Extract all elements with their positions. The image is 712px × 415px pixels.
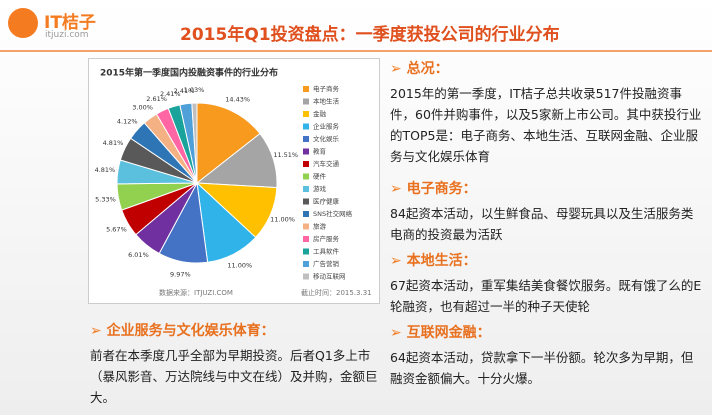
pie-slice: [191, 102, 198, 184]
section-heading: 电子商务：: [390, 178, 702, 198]
legend-label: 企业服务: [313, 122, 340, 131]
section: 总况： 2015年的第一季度，IT桔子总共收录517件投融资事件，60件并购事件，…: [390, 58, 702, 167]
slice-label: 2.41%: [174, 87, 195, 95]
section-text: 67起资本活动，重军集结美食餐饮服务。既有饿了么的E轮融资，也有超过一半的种子天…: [390, 278, 702, 314]
legend-label: 本地生活: [313, 97, 340, 106]
section: 互联网金融： 64起资本活动，贷款拿下一半份额。轮次多为早期，但融资金额偏大。十分…: [390, 322, 702, 389]
section: 企业服务与文化娱乐体育： 前者在本季度几乎全部为早期投资。后者Q1多上市（暴风影音…: [90, 320, 382, 408]
logo-icon: [8, 8, 38, 38]
legend-label: 教育: [313, 147, 327, 156]
legend-label: 金融: [313, 109, 327, 118]
legend-label: 电子商务: [313, 84, 340, 93]
legend-label: 文化娱乐: [313, 134, 340, 143]
legend-swatch: [303, 248, 309, 255]
legend-swatch: [303, 223, 309, 230]
legend-swatch: [303, 273, 309, 280]
legend-swatch: [303, 161, 309, 167]
slice-label: 11.00%: [227, 262, 252, 270]
legend-swatch: [303, 211, 309, 217]
legend-swatch: [303, 198, 309, 205]
slice-label: 4.81%: [103, 139, 124, 147]
legend-label: SNS社交网络: [313, 209, 353, 218]
legend-swatch: [303, 186, 309, 192]
section-text: 64起资本活动，贷款拿下一半份额。轮次多为早期，但融资金额偏大。十分火爆。: [390, 350, 694, 386]
source: 数据来源：ITJUZI.COM: [159, 288, 233, 297]
slice-label: 11.00%: [270, 215, 295, 223]
date: 截止时间：2015.3.31: [301, 288, 372, 297]
slice-label: 4.12%: [117, 118, 138, 126]
legend-swatch: [303, 261, 309, 267]
legend-swatch: [303, 123, 309, 130]
chart: 2015年第一季度国内投融资事件的行业分布 数据来源：ITJUZI.COM 截止…: [88, 58, 380, 304]
legend-swatch: [303, 98, 309, 105]
section-heading: 企业服务与文化娱乐体育：: [90, 320, 382, 340]
section-heading: 互联网金融：: [390, 322, 702, 342]
slice-label: 11.51%: [273, 151, 298, 159]
legend-swatch: [303, 86, 309, 92]
section: 电子商务： 84起资本活动，以生鲜食品、母婴玩具以及生活服务类电商的投资最为活跃: [390, 178, 702, 245]
legend-label: 广告营销: [313, 259, 340, 268]
legend-label: 工具软件: [313, 247, 340, 256]
slice-label: 1.03%: [184, 86, 205, 94]
pie-slice: [196, 102, 261, 185]
slice-label: 6.01%: [128, 251, 149, 259]
slice-label: 2.61%: [146, 95, 167, 103]
legend-label: 游戏: [313, 184, 327, 193]
slice-label: 9.97%: [170, 271, 191, 279]
slice-label: 5.33%: [95, 195, 116, 203]
legend-label: 医疗健康: [313, 197, 340, 206]
section-heading: 本地生活：: [390, 250, 702, 270]
logo: IT桔子: [44, 13, 96, 33]
legend-label: 移动互联网: [313, 272, 346, 281]
chart-title: 2015年第一季度国内投融资事件的行业分布: [100, 67, 278, 79]
legend-swatch: [303, 136, 309, 142]
slice-label: 4.81%: [95, 166, 116, 174]
section-text: 2015年的第一季度，IT桔子总共收录517件投融资事件，60件并购事件，以及5…: [390, 86, 702, 164]
legend-label: 旅游: [313, 222, 327, 231]
legend-swatch: [303, 148, 309, 155]
legend-swatch: [303, 236, 309, 242]
legend-label: 汽车交通: [313, 159, 340, 168]
logo-sub: itjuzi.com: [45, 30, 89, 40]
section-heading: 总况：: [390, 58, 702, 78]
section-text: 84起资本活动，以生鲜食品、母婴玩具以及生活服务类电商的投资最为活跃: [390, 206, 694, 242]
legend-label: 房产服务: [313, 234, 340, 243]
legend-swatch: [303, 111, 309, 117]
section: 本地生活： 67起资本活动，重军集结美食餐饮服务。既有饿了么的E轮融资，也有超过一…: [390, 250, 702, 317]
slice-label: 2.41%: [160, 90, 181, 98]
legend-label: 硬件: [313, 172, 327, 181]
divider: [0, 50, 712, 52]
title: 2015年Q1投资盘点：一季度获投公司的行业分布: [180, 25, 560, 45]
slice-label: 5.67%: [106, 225, 127, 233]
slice-label: 3.00%: [132, 104, 153, 112]
section-text: 前者在本季度几乎全部为早期投资。后者Q1多上市（暴风影音、万达院线与中文在线）及…: [90, 348, 378, 405]
legend-swatch: [303, 173, 309, 180]
slice-label: 14.43%: [225, 95, 250, 103]
